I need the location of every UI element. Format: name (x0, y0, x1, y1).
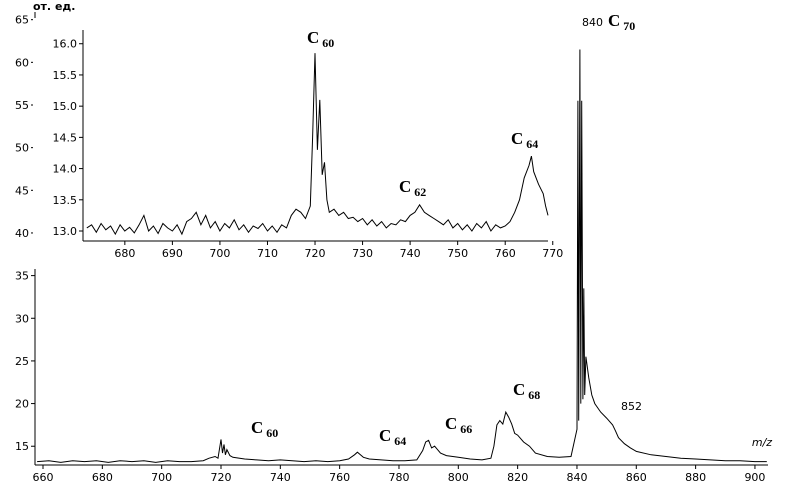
x-tick-label: 700 (209, 247, 230, 260)
x-tick-label: 740 (400, 247, 421, 260)
peak-label: C 64 (379, 426, 406, 448)
peak-label-subscript: 60 (266, 426, 278, 440)
peak-label-text: C (511, 129, 523, 148)
x-tick-label: 750 (447, 247, 468, 260)
x-tick-label: 700 (151, 471, 172, 484)
y-tick-label: 60 (15, 56, 29, 69)
peak-label-text: C (379, 426, 391, 445)
peak-label-subscript: 64 (526, 137, 538, 151)
peak-label-subscript: 60 (322, 36, 334, 50)
peak-label: C 66 (445, 414, 472, 436)
x-tick-label: 680 (114, 247, 135, 260)
y-tick-label: 13.5 (53, 194, 78, 207)
x-tick-label: 760 (329, 471, 350, 484)
peak-label-text: C (608, 11, 620, 30)
peak-label: C 70 (608, 11, 635, 33)
x-tick-label: 820 (507, 471, 528, 484)
peak-label: C 62 (399, 177, 426, 199)
y-axis-label: от. ед. (33, 0, 75, 13)
y-tick-label: 20 (15, 398, 29, 411)
x-tick-label: 720 (305, 247, 326, 260)
x-tick-label: 860 (626, 471, 647, 484)
y-tick-label: 16.0 (53, 38, 78, 51)
y-tick-label: 35 (15, 270, 29, 283)
peak-label: C 60 (251, 418, 278, 440)
peak-label-text: 852 (621, 400, 642, 413)
peak-label-text: C (513, 380, 525, 399)
x-tick-label: 690 (162, 247, 183, 260)
peak-label: C 68 (513, 380, 540, 402)
peak-label-subscript: 66 (460, 422, 472, 436)
x-tick-label: 770 (542, 247, 563, 260)
peak-label-text: C (399, 177, 411, 196)
x-tick-label: 880 (685, 471, 706, 484)
peak-label-subscript: 64 (394, 434, 406, 448)
peak-label-text: C (307, 28, 319, 47)
x-axis-label: m/z (752, 436, 772, 449)
x-tick-label: 730 (352, 247, 373, 260)
x-tick-label: 710 (257, 247, 278, 260)
x-tick-label: 680 (92, 471, 113, 484)
y-tick-label: 30 (15, 312, 29, 325)
inset-background (33, 18, 556, 269)
y-tick-label: 15.0 (53, 100, 78, 113)
x-tick-label: 800 (448, 471, 469, 484)
x-tick-label: 780 (388, 471, 409, 484)
y-tick-label: 40 (15, 227, 29, 240)
spectrum-line (86, 53, 549, 236)
peak-label-text: C (251, 418, 263, 437)
peak-label: C 60 (307, 28, 334, 50)
x-tick-label: 840 (566, 471, 587, 484)
y-tick-label: 55 (15, 99, 29, 112)
y-tick-label: 15.5 (53, 69, 78, 82)
peak-label-text: 840 (582, 16, 603, 29)
peak-label-subscript: 62 (414, 185, 426, 199)
chart-0: 15 20 25 30 35 40 45 50 55 60 65 660 680 700 720 740 760… (15, 0, 772, 484)
y-tick-label: 45 (15, 184, 29, 197)
chart-1: 13.0 13.5 14.0 14.5 15.0 15.5 16.0 680 690 700 710… (33, 18, 563, 269)
y-tick-label: 15 (15, 440, 29, 453)
peak-label: C 64 (511, 129, 538, 151)
peak-label-subscript: 70 (623, 19, 635, 33)
peak-label-text: C (445, 414, 457, 433)
x-tick-label: 720 (210, 471, 231, 484)
peak-label: 852 (621, 400, 642, 413)
y-tick-label: 13.0 (53, 225, 78, 238)
peak-label: 840 (582, 16, 603, 29)
y-tick-label: 65 (15, 14, 29, 27)
x-tick-label: 760 (495, 247, 516, 260)
y-tick-label: 14.0 (53, 163, 78, 176)
x-tick-label: 740 (270, 471, 291, 484)
y-tick-label: 50 (15, 142, 29, 155)
spectrum-line (37, 49, 767, 463)
y-tick-label: 25 (15, 355, 29, 368)
x-tick-label: 900 (744, 471, 765, 484)
y-tick-label: 14.5 (53, 131, 78, 144)
x-tick-label: 660 (33, 471, 54, 484)
peak-label-subscript: 68 (528, 388, 540, 402)
